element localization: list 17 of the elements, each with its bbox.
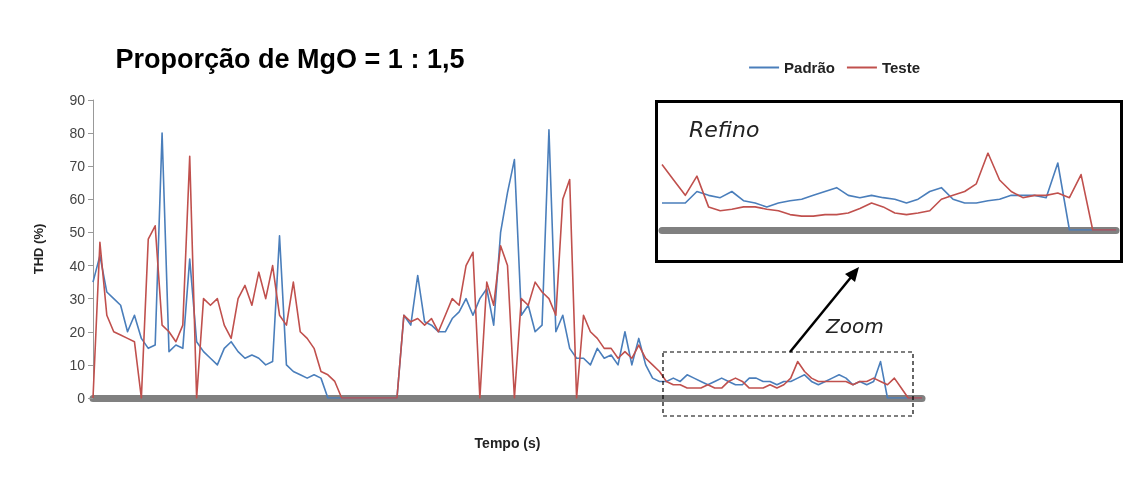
y-tick-label: 40 [69,257,86,274]
legend-label: Padrão [784,59,835,76]
y-tick-label: 80 [69,125,86,142]
y-tick-label: 10 [69,356,86,373]
y-tick-label: 50 [69,224,86,241]
y-axis-title: THD (%) [31,223,46,275]
y-tick-label: 70 [69,158,86,175]
y-tick-label: 30 [69,290,86,307]
y-tick-label: 90 [69,92,86,108]
y-tick-label: 60 [69,191,86,208]
y-tick-label: 20 [69,323,86,340]
y-tick-label: 0 [77,390,86,406]
annotation: Zoom [825,314,884,338]
x-axis-title: Tempo (s) [474,435,541,451]
chart-title: Proporção de MgO = 1 : 1,5 [115,43,465,74]
legend-label: Teste [881,59,921,76]
chart-title: Refino [689,116,760,142]
